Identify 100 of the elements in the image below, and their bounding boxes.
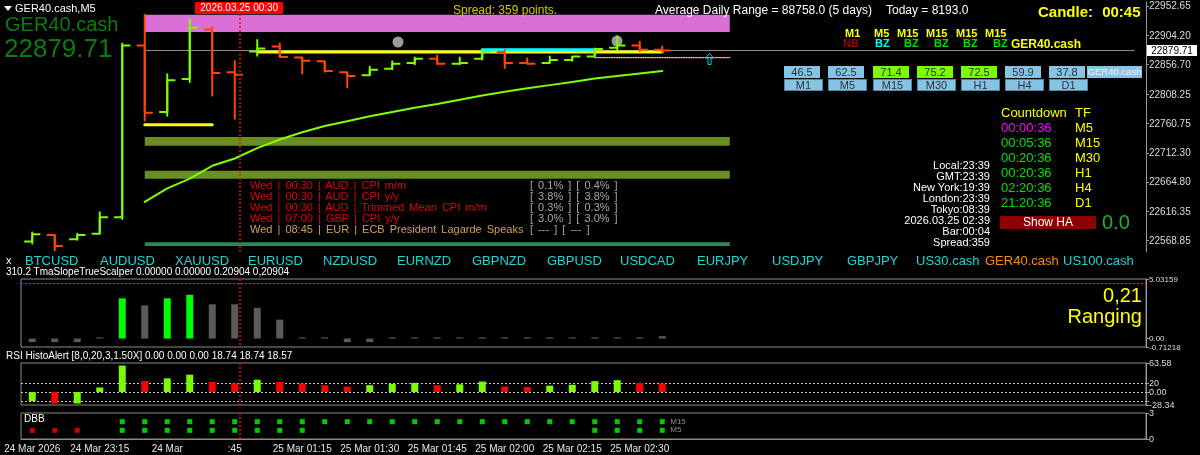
annotation: 0,21 — [1103, 284, 1142, 306]
annotation: Spread:359 — [933, 235, 990, 248]
annotation: M15 — [1075, 134, 1101, 150]
annotation: 0.0 — [1102, 211, 1130, 233]
text: AUDUSD — [100, 252, 155, 268]
text: EURUSD — [248, 252, 303, 268]
annotation: M15 — [897, 26, 919, 39]
y-tick-label: 22712.30 — [1149, 147, 1192, 159]
annotation: 22879.71 — [4, 33, 113, 63]
annotation: BZ — [934, 37, 949, 49]
annotation: 21:20:36 — [1001, 194, 1052, 210]
annotation: D1 — [1075, 194, 1092, 210]
y-tick-label: 22760.75 — [1149, 117, 1192, 129]
annotation: London:23:39 — [922, 191, 990, 204]
y-tick-label: -0.71218 — [1149, 342, 1182, 352]
button: M1 — [784, 78, 823, 91]
x-tick-label: 24 Mar — [151, 442, 184, 454]
text: GBPJPY — [847, 252, 899, 268]
button: H1 — [961, 78, 1000, 91]
annotation: BZ — [993, 37, 1008, 49]
ref-line-label: 2026.03.25 00:30 — [195, 2, 284, 14]
button: 62.5 — [828, 66, 864, 78]
annotation: H1 — [1075, 164, 1092, 180]
button: M5 — [828, 78, 867, 91]
chart-title: 310.2 TmaSlopeTrueScalper 0.00000 0.00000 0.20904 0,20904 — [6, 266, 289, 277]
button: M15 — [873, 78, 912, 91]
y-tick-label: 3 — [1149, 408, 1155, 418]
series-label: M5 — [670, 425, 682, 435]
annotation: 2026.03.25 02:39 — [904, 213, 990, 226]
annotation: M1 — [845, 26, 861, 39]
annotation: 00:20:36 — [1001, 149, 1052, 165]
y-tick-label: 0.00 — [1149, 334, 1166, 344]
text: EURNZD — [397, 252, 452, 268]
button: 72.5 — [961, 66, 997, 78]
annotation: Local:23:39 — [933, 158, 990, 171]
button: 71.4 — [873, 66, 909, 78]
annotation: [ 3.0% ] [ 3.0% ] — [530, 211, 618, 224]
button: H4 — [1005, 78, 1044, 91]
annotation: M5 — [874, 26, 890, 39]
y-tick-label: 22568.85 — [1149, 234, 1192, 246]
annotation: BZ — [875, 37, 890, 49]
x-tick-label: 24 Mar 2026 — [4, 442, 61, 454]
annotation: Ranging — [1067, 305, 1142, 327]
button: M30 — [917, 78, 956, 91]
y-tick-label: 22616.35 — [1149, 205, 1192, 217]
y-tick-label: 22904.20 — [1149, 30, 1192, 41]
x-tick-label: 25 Mar 01:15 — [272, 442, 333, 454]
button: 59.9 — [1005, 66, 1041, 78]
annotation: NB — [843, 37, 859, 49]
text: US100.cash — [1063, 252, 1134, 268]
text: BTCUSD — [25, 252, 79, 268]
chart-title: GER40.cash,M5 — [15, 1, 96, 14]
button: Show HA — [1000, 215, 1096, 229]
annotation: M15 — [926, 26, 948, 39]
series-label: M15 — [670, 416, 686, 426]
text: GBPUSD — [547, 252, 602, 268]
annotation: Tokyo:08:39 — [930, 202, 990, 215]
x-tick-label: 25 Mar 01:45 — [407, 442, 468, 454]
annotation: BZ — [963, 37, 978, 49]
y-tick-label: -28.34 — [1149, 400, 1175, 410]
y-tick-label: 5.03159 — [1149, 274, 1179, 284]
annotation: M15 — [956, 26, 978, 39]
annotation: M30 — [1075, 149, 1101, 165]
x-tick-label: 25 Mar 01:30 — [340, 442, 400, 454]
button: 75.2 — [917, 66, 953, 78]
annotation: [ 0.1% ] [ 0.4% ] — [530, 178, 618, 191]
annotation: Wed | 00:30 | AUD | Trimmed Mean CPI m/m — [250, 200, 487, 213]
annotation: GER40.cash — [5, 13, 119, 35]
chart-title: DBB — [24, 413, 45, 424]
annotation: 00:05:36 — [1001, 134, 1052, 150]
y-tick-label: 22952.65 — [1149, 0, 1192, 12]
text: USDCAD — [620, 252, 675, 268]
annotation: Wed | 00:30 | AUD | CPI m/m — [250, 178, 407, 191]
text: US30.cash — [916, 252, 980, 268]
text: USDJPY — [772, 252, 824, 268]
annotation: [ 3.8% ] [ 3.8% ] — [530, 189, 618, 202]
annotation: H4 — [1075, 179, 1092, 195]
y-tick-label: 20 — [1149, 377, 1160, 388]
annotation: TF — [1075, 104, 1091, 120]
text: GER40.cash — [985, 252, 1059, 268]
y-tick-label: 22664.80 — [1149, 176, 1192, 188]
text: NZDUSD — [323, 252, 378, 268]
annotation: Today = 8193.0 — [886, 3, 969, 17]
annotation: 00:00:36 — [1001, 119, 1052, 135]
annotation: GMT:23:39 — [936, 169, 990, 182]
y-tick-label: 22808.25 — [1149, 88, 1192, 100]
x-tick-label: 24 Mar 23:15 — [70, 442, 130, 454]
x-tick-label: 25 Mar 02:30 — [610, 442, 670, 454]
x-tick-label: 25 Mar 02:00 — [475, 442, 535, 454]
annotation: Average Daily Range = 88758.0 (5 days) — [655, 3, 872, 17]
annotation: 02:20:36 — [1001, 179, 1052, 195]
x-tick-label: 25 Mar 02:15 — [542, 442, 603, 454]
button: GER40.cash — [1087, 66, 1142, 78]
annotation: Countdown — [1001, 104, 1067, 120]
annotation: BZ — [904, 37, 919, 49]
button: 46.5 — [784, 66, 820, 78]
text: EURJPY — [697, 252, 749, 268]
y-tick-label: 0 — [1149, 434, 1155, 444]
annotation: Bar:00:04 — [942, 224, 990, 237]
chart-title: RSI HistoAlert [8,0,20,3,1.50X] 0.00 0.00 0.00 18.74 18.74 18.57 — [6, 350, 293, 361]
